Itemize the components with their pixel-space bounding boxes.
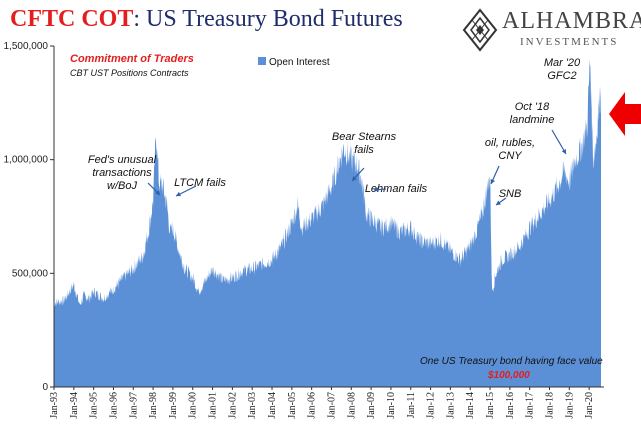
y-tick-label: 0 <box>42 382 48 393</box>
annotation-arrowhead <box>176 191 181 197</box>
x-tick-label: Jan-16 <box>505 392 516 419</box>
annotation-label: LTCM fails <box>174 177 226 189</box>
annotation-label: Oct '18 <box>515 101 550 113</box>
x-tick-label: Jan-09 <box>366 392 377 419</box>
y-tick-label: 1,000,000 <box>4 155 49 166</box>
page-title: CFTC COT: US Treasury Bond Futures <box>10 6 403 33</box>
text-box-subtitle: CBT UST Positions Contracts <box>70 68 189 78</box>
annotation-label: Lehman fails <box>365 183 428 195</box>
annotation-label: Bear Stearns <box>332 131 397 143</box>
x-tick-label: Jan-00 <box>188 392 199 419</box>
annotation-arrowhead <box>374 187 379 193</box>
annotation-label: fails <box>354 144 374 156</box>
title-rest: : US Treasury Bond Futures <box>133 6 403 32</box>
x-tick-label: Jan-11 <box>406 392 417 418</box>
x-tick-label: Jan-14 <box>465 392 476 419</box>
annotation-label: SNB <box>499 188 522 200</box>
x-tick-label: Jan-17 <box>525 392 536 419</box>
x-tick-label: Jan-02 <box>227 392 238 419</box>
x-tick-label: Jan-95 <box>89 392 100 419</box>
x-tick-label: Jan-03 <box>247 392 258 419</box>
diamond-lattice-logo-icon <box>462 8 498 52</box>
annotation-arrowhead <box>352 176 357 181</box>
annotation-arrowhead <box>561 149 566 154</box>
x-tick-label: Jan-07 <box>326 392 337 419</box>
footnote-line1: One US Treasury bond having face value <box>420 356 603 367</box>
x-tick-label: Jan-05 <box>287 392 298 419</box>
logo-subtitle: INVESTMENTS <box>520 36 619 48</box>
annotation-label: transactions <box>92 167 152 179</box>
x-tick-label: Jan-96 <box>108 392 119 419</box>
x-tick-label: Jan-12 <box>426 392 437 419</box>
x-tick-label: Jan-94 <box>69 392 80 419</box>
x-tick-label: Jan-99 <box>168 392 179 419</box>
red-arrow-icon <box>609 92 641 136</box>
logo-name: ALHAMBRA <box>502 8 641 34</box>
text-box-title: Commitment of Traders <box>70 53 194 65</box>
x-tick-label: Jan-06 <box>307 392 318 419</box>
x-tick-label: Jan-97 <box>128 392 139 419</box>
y-tick-label: 1,500,000 <box>4 41 49 52</box>
legend-swatch <box>258 57 266 65</box>
x-tick-label: Jan-15 <box>485 392 496 419</box>
x-tick-label: Jan-20 <box>584 392 595 419</box>
annotation-label: GFC2 <box>547 70 576 82</box>
annotation-label: oil, rubles, <box>485 137 535 149</box>
x-tick-label: Jan-08 <box>346 392 357 419</box>
x-tick-label: Jan-10 <box>386 392 397 419</box>
footnote-line2: $100,000 <box>487 370 530 381</box>
annotation-arrowhead <box>155 190 160 195</box>
annotation-label: CNY <box>498 150 522 162</box>
open-interest-area <box>54 59 602 387</box>
x-tick-label: Jan-98 <box>148 392 159 419</box>
annotation-arrowhead <box>496 200 501 205</box>
annotation-arrow <box>551 129 567 155</box>
x-tick-label: Jan-19 <box>564 392 575 419</box>
annotation-label: landmine <box>510 114 555 126</box>
x-tick-label: Jan-93 <box>49 392 60 419</box>
annotation-label: Fed's unusual <box>88 154 157 166</box>
title-acronym: CFTC COT <box>10 6 134 32</box>
x-tick-label: Jan-01 <box>208 392 219 419</box>
legend-label: Open Interest <box>269 57 330 68</box>
annotation-label: Mar '20 <box>544 57 581 69</box>
x-tick-label: Jan-13 <box>445 392 456 419</box>
annotation-label: w/BoJ <box>107 180 137 192</box>
y-tick-label: 500,000 <box>12 268 49 279</box>
x-tick-label: Jan-04 <box>267 392 278 419</box>
logo: ALHAMBRA INVESTMENTS <box>462 8 641 54</box>
annotation-arrowhead <box>490 179 495 184</box>
x-tick-label: Jan-18 <box>544 392 555 419</box>
